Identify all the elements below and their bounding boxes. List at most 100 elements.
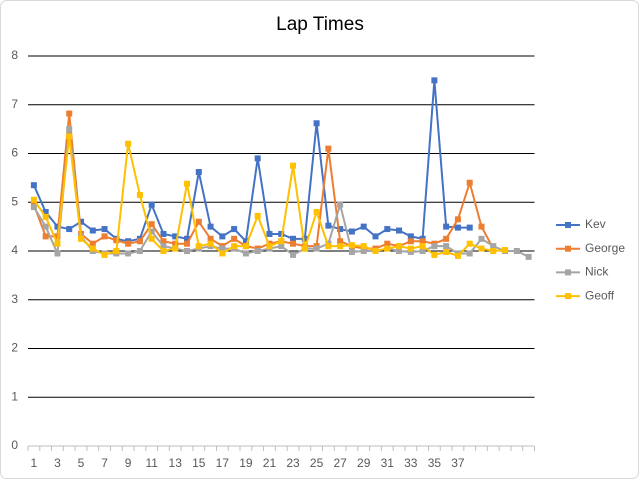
point	[66, 226, 73, 233]
point	[254, 212, 261, 219]
point	[184, 235, 191, 242]
point	[42, 233, 49, 240]
point	[266, 230, 273, 237]
point	[242, 238, 249, 245]
series-line	[32, 113, 495, 250]
point	[278, 243, 285, 250]
x-tick-label: 27	[333, 456, 347, 470]
point	[160, 238, 167, 245]
point	[101, 226, 108, 233]
legend-label: Kev	[585, 217, 606, 231]
point	[384, 245, 391, 252]
point	[290, 251, 297, 258]
point	[254, 248, 261, 254]
point	[384, 226, 391, 233]
point	[207, 223, 214, 230]
point	[290, 235, 297, 242]
point	[313, 209, 320, 215]
point	[407, 238, 414, 245]
point	[325, 145, 332, 152]
point	[89, 227, 96, 234]
x-tick-label: 11	[145, 456, 158, 470]
y-tick-label: 7	[11, 97, 18, 111]
point	[372, 233, 379, 240]
point	[513, 248, 520, 254]
point	[160, 243, 167, 250]
point	[42, 223, 49, 230]
point	[384, 240, 391, 247]
point	[89, 240, 96, 247]
point	[160, 248, 167, 254]
x-tick-label: 5	[78, 456, 85, 470]
point	[160, 230, 167, 237]
point	[30, 196, 37, 203]
point	[466, 250, 473, 257]
x-tick-label: 17	[216, 456, 230, 470]
point	[278, 238, 285, 245]
point	[337, 226, 344, 233]
point	[42, 213, 49, 220]
x-tick-label: 3	[54, 456, 61, 470]
point	[101, 251, 108, 258]
point	[30, 182, 37, 189]
x-tick-label: 19	[239, 456, 253, 470]
point	[148, 228, 155, 235]
x-tick-label: 35	[428, 456, 442, 470]
point	[360, 223, 367, 230]
x-tick-label: 1	[31, 456, 38, 470]
point	[490, 248, 497, 254]
point	[407, 233, 414, 240]
point	[360, 248, 367, 254]
point	[148, 221, 155, 228]
x-tick-label: 37	[451, 456, 465, 470]
point	[113, 248, 120, 254]
legend-marker	[565, 222, 571, 228]
point	[184, 180, 191, 187]
point	[42, 209, 49, 215]
point	[360, 243, 367, 250]
point	[337, 238, 344, 245]
point	[54, 240, 61, 247]
point	[66, 110, 73, 117]
x-tick-label: 7	[101, 456, 108, 470]
point	[136, 248, 143, 254]
x-tick-label: 21	[263, 456, 277, 470]
point	[125, 240, 132, 247]
point	[290, 162, 297, 169]
point	[419, 243, 426, 250]
legend-marker	[565, 269, 571, 276]
x-tick-label: 25	[310, 456, 324, 470]
point	[419, 238, 426, 245]
point	[372, 248, 379, 254]
point	[431, 243, 438, 250]
point	[443, 223, 450, 230]
point	[219, 233, 226, 240]
point	[443, 243, 450, 250]
y-tick-label: 1	[11, 389, 18, 403]
point	[242, 250, 249, 257]
point	[136, 191, 143, 198]
point	[466, 224, 473, 231]
point	[466, 179, 473, 186]
point	[478, 245, 485, 252]
point	[313, 245, 320, 252]
point	[278, 230, 285, 237]
point	[78, 235, 85, 242]
point	[419, 248, 426, 254]
point	[266, 243, 273, 250]
point	[337, 201, 344, 208]
legend-marker	[565, 293, 571, 300]
y-tick-label: 5	[11, 194, 18, 208]
point	[325, 243, 332, 250]
point	[478, 235, 485, 242]
point	[396, 248, 403, 254]
point	[254, 155, 261, 162]
point	[148, 235, 155, 242]
x-tick-label: 9	[125, 456, 132, 470]
point	[348, 248, 355, 255]
point	[113, 237, 120, 244]
point	[125, 140, 132, 147]
point	[89, 245, 96, 252]
point	[454, 216, 461, 223]
